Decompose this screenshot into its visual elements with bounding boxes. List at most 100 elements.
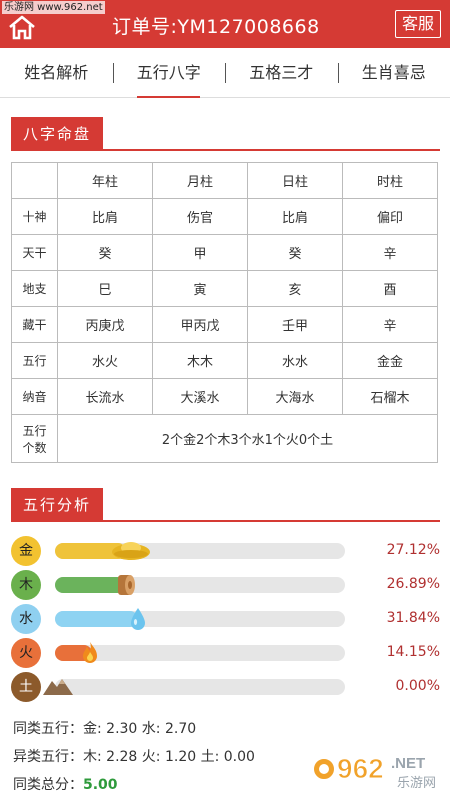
percent-value: 0.00% bbox=[395, 678, 440, 694]
table-row: 五行 个数 2个金2个木3个水1个火0个土 bbox=[11, 414, 438, 463]
fire-badge: 火 bbox=[11, 638, 41, 668]
total-score: 5.00 bbox=[83, 777, 118, 793]
table-cell: 大溪水 bbox=[152, 378, 248, 415]
table-cell: 长流水 bbox=[57, 378, 153, 415]
table-cell: 金金 bbox=[342, 342, 438, 379]
table-cell: 比肩 bbox=[247, 198, 343, 235]
progress-fill bbox=[55, 543, 126, 559]
same-element-total: 同类总分：5.00 bbox=[13, 774, 118, 794]
site-watermark: 乐游网 www.962.net bbox=[2, 1, 105, 14]
row-label: 五行 个数 bbox=[11, 414, 58, 463]
wuxing-section-title: 五行分析 bbox=[11, 488, 104, 522]
row-label: 藏干 bbox=[11, 306, 58, 343]
wood-log-icon bbox=[118, 575, 135, 595]
tab-wuxing-bazi[interactable]: 五行八字 bbox=[112, 48, 226, 98]
logo-sub: 乐游网 bbox=[397, 776, 436, 791]
wood-badge: 木 bbox=[11, 570, 41, 600]
table-cell: 水水 bbox=[247, 342, 343, 379]
stat-label: 异类五行： bbox=[13, 749, 83, 765]
app-header: 订单号:YM127008668 客服 乐游网 www.962.net bbox=[0, 0, 450, 48]
column-header: 月柱 bbox=[152, 162, 248, 199]
water-drop-icon bbox=[131, 608, 145, 630]
gold-ingot-icon bbox=[112, 542, 150, 560]
progress-fill bbox=[55, 577, 126, 593]
table-cell: 石榴木 bbox=[342, 378, 438, 415]
table-cell: 伤官 bbox=[152, 198, 248, 235]
table-row: 地支 巳 寅 亥 酉 bbox=[11, 270, 438, 307]
percent-value: 14.15% bbox=[386, 644, 440, 660]
table-cell: 甲 bbox=[152, 234, 248, 271]
table-row: 纳音 长流水 大溪水 大海水 石榴木 bbox=[11, 378, 438, 415]
stat-value: 木: 2.28 火: 1.20 土: 0.00 bbox=[83, 749, 255, 765]
column-header: 年柱 bbox=[57, 162, 153, 199]
table-cell: 大海水 bbox=[247, 378, 343, 415]
row-label: 地支 bbox=[11, 270, 58, 307]
metal-badge: 金 bbox=[11, 536, 41, 566]
table-cell: 甲丙戊 bbox=[152, 306, 248, 343]
tab-bar: 姓名解析 五行八字 五格三才 生肖喜忌 bbox=[0, 48, 450, 98]
wuxing-row-wood: 木 26.89% bbox=[11, 570, 440, 600]
table-row: 五行 水火 木木 水水 金金 bbox=[11, 342, 438, 379]
mountain-icon bbox=[43, 679, 73, 695]
different-element-stats: 异类五行：木: 2.28 火: 1.20 土: 0.00 bbox=[13, 746, 255, 766]
progress-track bbox=[55, 608, 345, 630]
table-header-row: 年柱 月柱 日柱 时柱 bbox=[11, 162, 438, 199]
table-corner-cell bbox=[11, 162, 58, 199]
column-header: 时柱 bbox=[342, 162, 438, 199]
tab-wuge-sancai[interactable]: 五格三才 bbox=[225, 48, 338, 98]
wuxing-row-earth: 土 0.00% bbox=[11, 672, 440, 702]
same-element-stats: 同类五行：金: 2.30 水: 2.70 bbox=[13, 718, 196, 738]
percent-value: 27.12% bbox=[386, 542, 440, 558]
table-row: 天干 癸 甲 癸 辛 bbox=[11, 234, 438, 271]
progress-fill bbox=[55, 645, 92, 661]
table-cell: 酉 bbox=[342, 270, 438, 307]
customer-service-button[interactable]: 客服 bbox=[395, 10, 441, 38]
table-cell: 辛 bbox=[342, 234, 438, 271]
stat-value: 金: 2.30 水: 2.70 bbox=[83, 721, 197, 737]
column-header: 日柱 bbox=[247, 162, 343, 199]
bazi-section-header: 八字命盘 bbox=[11, 117, 440, 151]
bazi-table: 年柱 月柱 日柱 时柱 十神 比肩 伤官 比肩 偏印 天干 癸 甲 癸 辛 地支… bbox=[11, 162, 438, 463]
table-cell: 亥 bbox=[247, 270, 343, 307]
table-cell: 巳 bbox=[57, 270, 153, 307]
table-row: 十神 比肩 伤官 比肩 偏印 bbox=[11, 198, 438, 235]
table-cell: 比肩 bbox=[57, 198, 153, 235]
table-cell: 癸 bbox=[247, 234, 343, 271]
water-badge: 水 bbox=[11, 604, 41, 634]
table-cell: 癸 bbox=[57, 234, 153, 271]
percent-value: 31.84% bbox=[386, 610, 440, 626]
row-label: 五行 bbox=[11, 342, 58, 379]
row-label: 十神 bbox=[11, 198, 58, 235]
percent-value: 26.89% bbox=[386, 576, 440, 592]
stat-label: 同类五行： bbox=[13, 721, 83, 737]
earth-badge: 土 bbox=[11, 672, 41, 702]
wuxing-count-summary: 2个金2个木3个水1个火0个土 bbox=[57, 414, 438, 463]
row-label: 纳音 bbox=[11, 378, 58, 415]
wuxing-row-metal: 金 27.12% bbox=[11, 536, 440, 566]
table-cell: 木木 bbox=[152, 342, 248, 379]
table-cell: 辛 bbox=[342, 306, 438, 343]
row-label-line: 个数 bbox=[22, 440, 47, 455]
wuxing-row-water: 水 31.84% bbox=[11, 604, 440, 634]
wuxing-section-header: 五行分析 bbox=[11, 488, 440, 522]
stat-label: 同类总分： bbox=[13, 777, 83, 793]
flame-icon bbox=[83, 642, 97, 663]
progress-track bbox=[55, 542, 345, 560]
table-cell: 偏印 bbox=[342, 198, 438, 235]
table-cell: 寅 bbox=[152, 270, 248, 307]
progress-track bbox=[43, 679, 345, 695]
logo-number: 962 bbox=[337, 753, 384, 784]
tab-name-analysis[interactable]: 姓名解析 bbox=[24, 62, 89, 82]
table-cell: 壬甲 bbox=[247, 306, 343, 343]
home-icon[interactable] bbox=[8, 14, 36, 40]
tab-zodiac[interactable]: 生肖喜忌 bbox=[337, 48, 450, 98]
table-cell: 水火 bbox=[57, 342, 153, 379]
row-label: 天干 bbox=[11, 234, 58, 271]
progress-fill bbox=[55, 611, 139, 627]
progress-track bbox=[55, 575, 345, 595]
table-row: 藏干 丙庚戊 甲丙戊 壬甲 辛 bbox=[11, 306, 438, 343]
table-cell: 丙庚戊 bbox=[57, 306, 153, 343]
site-logo: 962 .NET 乐游网 bbox=[312, 753, 436, 791]
bazi-section-title: 八字命盘 bbox=[11, 117, 104, 151]
row-label-line: 五行 bbox=[22, 423, 47, 438]
